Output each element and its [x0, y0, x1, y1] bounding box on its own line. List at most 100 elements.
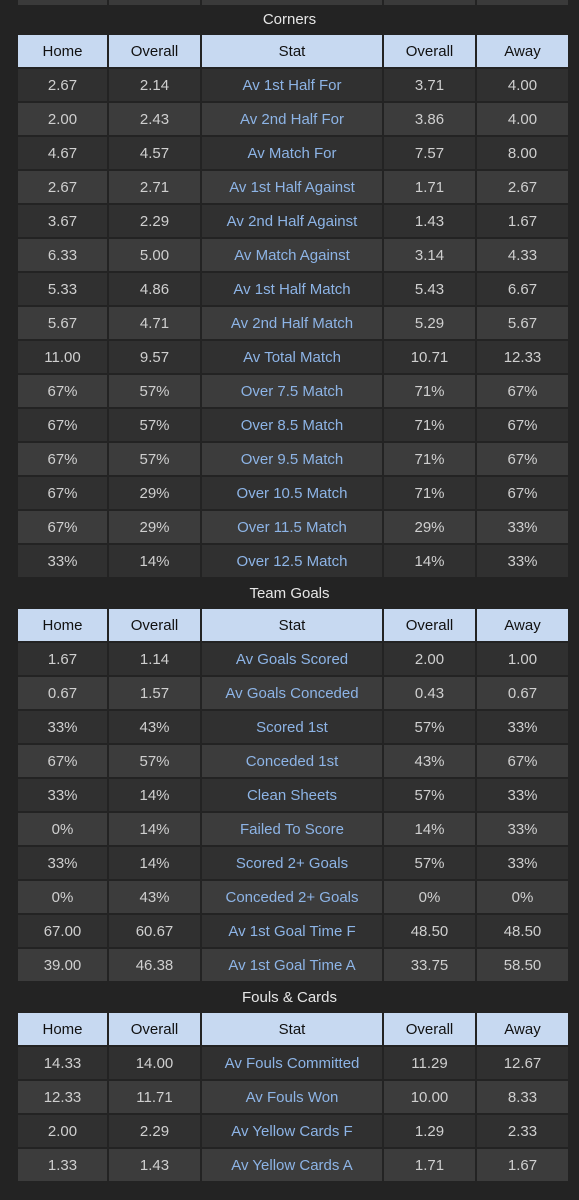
table-row: 1.33 1.43 Av Yellow Cards A 1.71 1.67 [18, 1149, 568, 1181]
stat-link[interactable]: Over 9.5 Match [202, 443, 382, 475]
cell-away: 2.67 [477, 171, 568, 203]
stat-link[interactable]: Av 1st Goal Time F [202, 915, 382, 947]
table-row: 67% 57% Over 8.5 Match 71% 67% [18, 409, 568, 441]
table-row: 14.33 14.00 Av Fouls Committed 11.29 12.67 [18, 1047, 568, 1079]
table-row: 2.67 2.71 Av 1st Half Against 1.71 2.67 [18, 171, 568, 203]
stat-link[interactable]: Av Yellow Cards A [202, 1149, 382, 1181]
cell-home: 6.33 [18, 239, 107, 271]
header-row: Home Overall Stat Overall Away [18, 35, 568, 67]
cell-away: 12.33 [477, 341, 568, 373]
cell-away: 2.33 [477, 1115, 568, 1147]
column-header-overall-away: Overall [384, 609, 475, 641]
cell-away: 6.67 [477, 273, 568, 305]
cell-away: 33% [477, 813, 568, 845]
cell-home: 2.67 [18, 171, 107, 203]
cell-home: 5.67 [18, 307, 107, 339]
section-title: Fouls & Cards [241, 989, 338, 1006]
stat-link[interactable]: Av 1st Half For [202, 69, 382, 101]
cell-overall-home: 43% [109, 711, 200, 743]
cell-home: 1.33 [18, 1149, 107, 1181]
stat-link[interactable]: Av 1st Half Against [202, 171, 382, 203]
column-header-overall-away: Overall [384, 1013, 475, 1045]
cell-home: 2.67 [18, 69, 107, 101]
cell-home: 67% [18, 477, 107, 509]
table-row: 67% 57% Over 9.5 Match 71% 67% [18, 443, 568, 475]
stat-link[interactable]: Av 1st Goal Time A [202, 949, 382, 981]
cell-overall-home: 57% [109, 375, 200, 407]
stat-link[interactable]: Av Match Against [202, 239, 382, 271]
previous-table-bottom [18, 0, 568, 5]
table-row: 0.67 1.57 Av Goals Conceded 0.43 0.67 [18, 677, 568, 709]
column-header-stat: Stat [202, 1013, 382, 1045]
cell-overall-home: 29% [109, 511, 200, 543]
cell-overall-home: 4.86 [109, 273, 200, 305]
cell-away: 33% [477, 847, 568, 879]
cell-overall-away: 1.43 [384, 205, 475, 237]
stat-link[interactable]: Scored 1st [202, 711, 382, 743]
cell-overall-away: 2.00 [384, 643, 475, 675]
table-row: 0% 14% Failed To Score 14% 33% [18, 813, 568, 845]
table-row: 67% 57% Over 7.5 Match 71% 67% [18, 375, 568, 407]
cell-home: 12.33 [18, 1081, 107, 1113]
cell-home: 1.67 [18, 643, 107, 675]
cell-overall-away: 10.71 [384, 341, 475, 373]
cell-overall-away: 3.86 [384, 103, 475, 135]
cell-overall-away: 14% [384, 545, 475, 577]
cell-away: 67% [477, 477, 568, 509]
cell-overall-away: 3.71 [384, 69, 475, 101]
stat-link[interactable]: Av Total Match [202, 341, 382, 373]
cell-overall-away: 48.50 [384, 915, 475, 947]
cell-overall-home: 57% [109, 443, 200, 475]
cell-overall-away: 57% [384, 711, 475, 743]
stat-link[interactable]: Av Goals Scored [202, 643, 382, 675]
table-row: 33% 14% Clean Sheets 57% 33% [18, 779, 568, 811]
table-row: 12.33 11.71 Av Fouls Won 10.00 8.33 [18, 1081, 568, 1113]
cell-overall-home: 9.57 [109, 341, 200, 373]
table-row: 5.33 4.86 Av 1st Half Match 5.43 6.67 [18, 273, 568, 305]
stat-link[interactable]: Av 2nd Half Against [202, 205, 382, 237]
cell-overall-away: 14% [384, 813, 475, 845]
cell-away: 8.33 [477, 1081, 568, 1113]
stat-link[interactable]: Av Fouls Committed [202, 1047, 382, 1079]
stat-link[interactable]: Av Yellow Cards F [202, 1115, 382, 1147]
cell-home: 14.33 [18, 1047, 107, 1079]
cell-overall-away: 10.00 [384, 1081, 475, 1113]
cell-overall-home: 14% [109, 847, 200, 879]
stat-link[interactable]: Av Match For [202, 137, 382, 169]
stat-link[interactable]: Over 7.5 Match [202, 375, 382, 407]
stat-link[interactable]: Av 2nd Half Match [202, 307, 382, 339]
cell-overall-away: 11.29 [384, 1047, 475, 1079]
cell-away: 12.67 [477, 1047, 568, 1079]
cell-overall-away: 33.75 [384, 949, 475, 981]
cell-overall-home: 2.29 [109, 1115, 200, 1147]
stat-link[interactable]: Over 11.5 Match [202, 511, 382, 543]
stat-link[interactable]: Over 10.5 Match [202, 477, 382, 509]
header-row: Home Overall Stat Overall Away [18, 609, 568, 641]
stat-link[interactable]: Failed To Score [202, 813, 382, 845]
stat-link[interactable]: Av Goals Conceded [202, 677, 382, 709]
header-row: Home Overall Stat Overall Away [18, 1013, 568, 1045]
stat-link[interactable]: Conceded 2+ Goals [202, 881, 382, 913]
cell-overall-home: 14.00 [109, 1047, 200, 1079]
cell-home: 3.67 [18, 205, 107, 237]
stat-link[interactable]: Scored 2+ Goals [202, 847, 382, 879]
stat-link[interactable]: Over 8.5 Match [202, 409, 382, 441]
cell-overall-away: 71% [384, 477, 475, 509]
stat-link[interactable]: Conceded 1st [202, 745, 382, 777]
cell-home: 0% [18, 881, 107, 913]
stat-link[interactable]: Av Fouls Won [202, 1081, 382, 1113]
stat-link[interactable]: Over 12.5 Match [202, 545, 382, 577]
stat-link[interactable]: Av 2nd Half For [202, 103, 382, 135]
table-row: 67.00 60.67 Av 1st Goal Time F 48.50 48.50 [18, 915, 568, 947]
cell-overall-home: 1.57 [109, 677, 200, 709]
cell-away: 67% [477, 409, 568, 441]
cell-home: 0.67 [18, 677, 107, 709]
stats-table: Home Overall Stat Overall Away 1.67 1.14 Av Goa… [16, 607, 570, 983]
cell-overall-home: 2.43 [109, 103, 200, 135]
stat-link[interactable]: Clean Sheets [202, 779, 382, 811]
cell-overall-home: 57% [109, 745, 200, 777]
cell-away: 67% [477, 745, 568, 777]
cell-overall-away: 57% [384, 779, 475, 811]
cell-away: 4.00 [477, 69, 568, 101]
stat-link[interactable]: Av 1st Half Match [202, 273, 382, 305]
